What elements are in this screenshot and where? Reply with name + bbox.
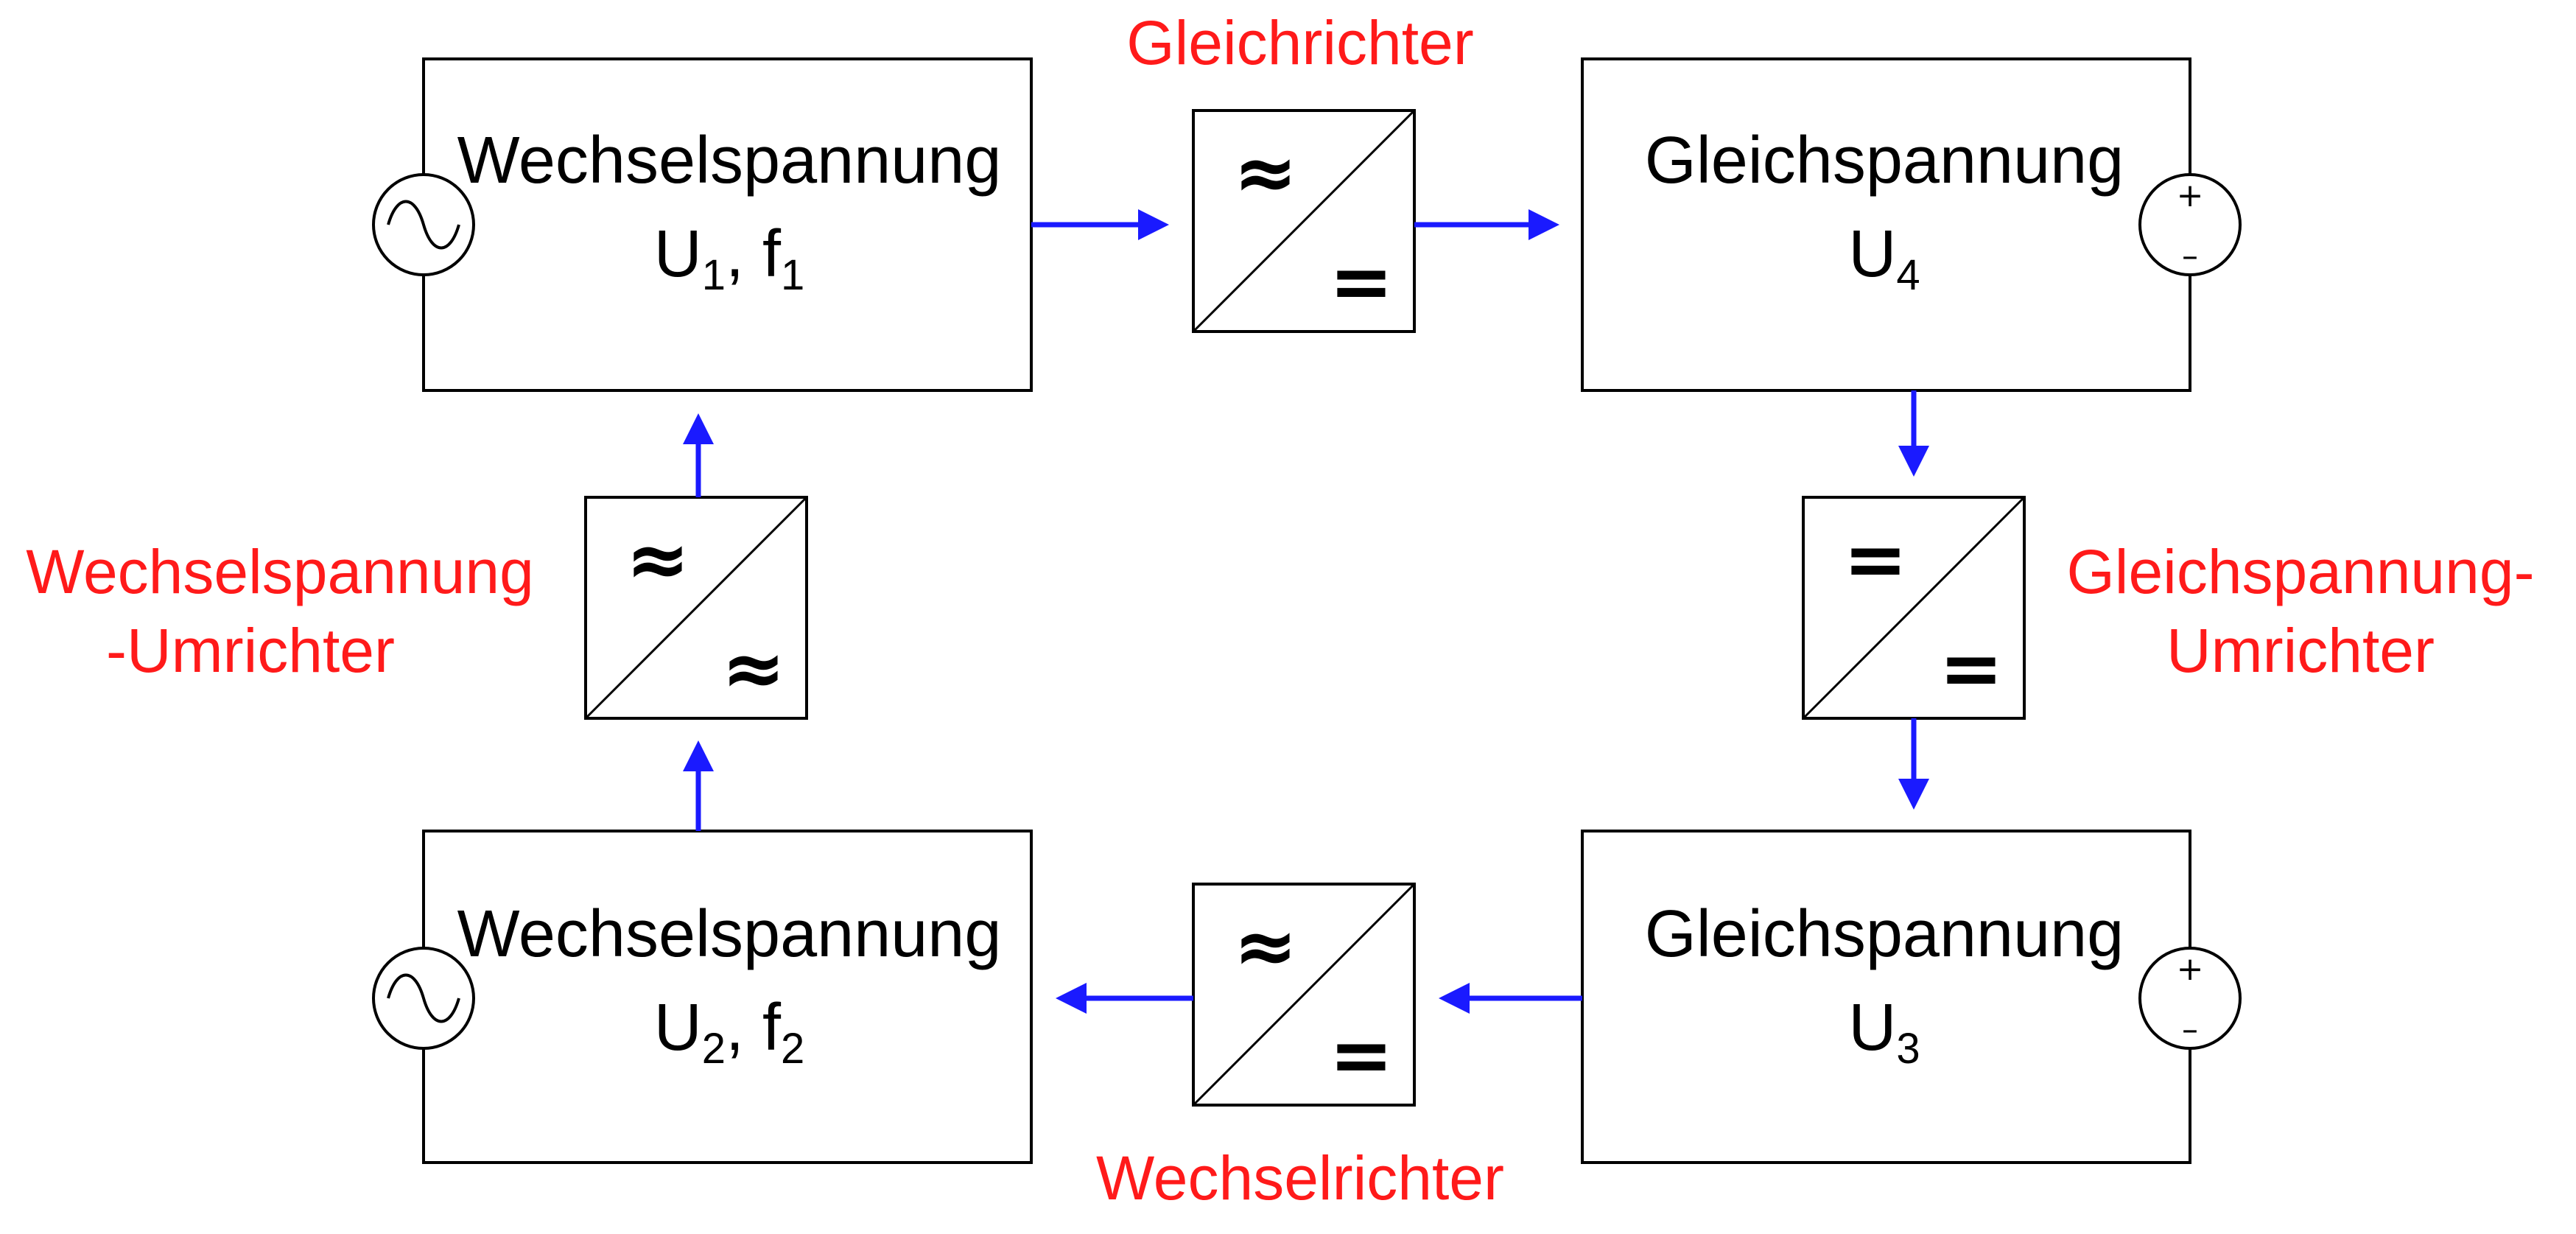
ac-box-1: Wechselspannung U1, f1 bbox=[372, 57, 1033, 392]
ac-converter-label-line1: Wechselspannung bbox=[26, 537, 534, 606]
ac-source-icon bbox=[372, 173, 475, 276]
dc-converter-output-symbol: = bbox=[1939, 623, 2003, 713]
minus-sign: – bbox=[2182, 1011, 2198, 1048]
ac-box-2: Wechselspannung U2, f2 bbox=[372, 830, 1033, 1164]
flow-arrows bbox=[683, 209, 1929, 1014]
dc-box-4: Gleichspannung U4 + – bbox=[1581, 57, 2242, 392]
inverter-label: Wechselrichter bbox=[1096, 1143, 1504, 1213]
rectifier-label: Gleichrichter bbox=[1126, 8, 1473, 77]
ac-box-2-title: Wechselspannung bbox=[457, 897, 1002, 971]
dc-box-3-subtitle: U3 bbox=[1848, 991, 1920, 1073]
inverter-output-symbol: = bbox=[1329, 1010, 1393, 1100]
dc-converter-label-line1: Gleichspannung- bbox=[2066, 537, 2534, 606]
ac-converter-block: ≈ ≈ bbox=[584, 496, 808, 720]
rectifier-block: ≈ = bbox=[1192, 109, 1416, 333]
dc-box-3: Gleichspannung U3 + – bbox=[1581, 830, 2242, 1164]
ac-source-icon bbox=[372, 947, 475, 1050]
ac-converter-output-symbol: ≈ bbox=[721, 623, 785, 713]
dc-source-icon: + – bbox=[2138, 173, 2242, 276]
dc-box-4-subtitle: U4 bbox=[1848, 217, 1920, 299]
inverter-block: ≈ = bbox=[1192, 883, 1416, 1107]
dc-source-icon: + – bbox=[2138, 947, 2242, 1050]
dc-converter-block: = = bbox=[1802, 496, 2026, 720]
ac-box-2-subtitle: U2, f2 bbox=[654, 991, 805, 1073]
dc-box-3-title: Gleichspannung bbox=[1645, 897, 2124, 971]
rectifier-input-symbol: ≈ bbox=[1233, 127, 1297, 217]
plus-sign: + bbox=[2177, 950, 2204, 988]
inverter-input-symbol: ≈ bbox=[1233, 901, 1297, 991]
dc-box-4-title: Gleichspannung bbox=[1645, 124, 2124, 197]
rectifier-output-symbol: = bbox=[1329, 236, 1393, 326]
plus-sign: + bbox=[2177, 177, 2204, 214]
minus-sign: – bbox=[2182, 237, 2198, 275]
ac-box-1-subtitle: U1, f1 bbox=[654, 217, 805, 299]
ac-converter-label-line2: -Umrichter bbox=[106, 616, 395, 685]
ac-converter-input-symbol: ≈ bbox=[625, 514, 689, 604]
dc-converter-input-symbol: = bbox=[1843, 514, 1907, 604]
dc-converter-label-line2: Umrichter bbox=[2166, 616, 2435, 685]
ac-box-1-title: Wechselspannung bbox=[457, 124, 1002, 197]
